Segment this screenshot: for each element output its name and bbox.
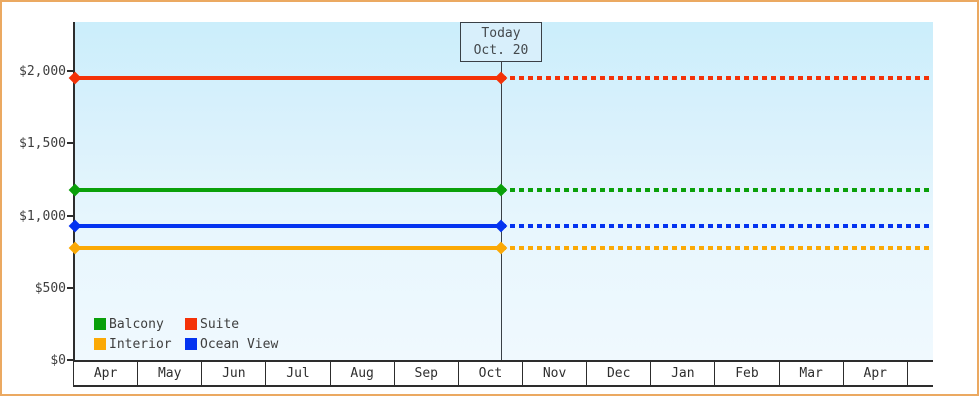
y-tick-label-1000: $1,000 (19, 208, 66, 224)
legend-swatch-suite (185, 318, 197, 330)
series-projection-interior (501, 246, 933, 251)
series-marker-interior-start (68, 241, 82, 255)
today-annotation: Today Oct. 20 (460, 22, 542, 62)
y-tick-mark-2000 (67, 70, 73, 73)
legend: Balcony Suite Interior Ocean View (94, 314, 278, 354)
legend-item-ocean-view: Ocean View (185, 334, 278, 354)
series-marker-balcony-start (68, 183, 82, 197)
series-marker-ocean-view-start (68, 220, 82, 233)
y-tick-mark-1000 (67, 214, 73, 217)
today-vertical-line (501, 62, 502, 360)
x-axis-month-sep-5: Sep (394, 362, 459, 385)
y-tick-mark-500 (67, 286, 73, 289)
x-axis-month-filler (907, 362, 933, 385)
series-line-ocean-view (75, 224, 501, 229)
y-tick-mark-0 (67, 359, 73, 361)
y-tick-label-0: $0 (50, 353, 66, 368)
x-axis-month-apr-0: Apr (74, 362, 139, 385)
legend-swatch-balcony (94, 318, 106, 330)
series-line-balcony (75, 188, 501, 193)
series-line-suite (75, 76, 501, 81)
legend-label-ocean-view: Ocean View (200, 336, 279, 352)
today-annotation-title: Today (481, 26, 521, 41)
series-marker-balcony-today (494, 183, 508, 197)
x-axis-month-oct-6: Oct (458, 362, 523, 385)
series-line-interior (75, 246, 501, 251)
legend-label-interior: Interior (109, 336, 172, 352)
legend-label-balcony: Balcony (109, 316, 164, 332)
y-tick-mark-1500 (67, 142, 73, 145)
x-axis-months: Apr May Jun Jul Aug Sep Oct Nov Dec Jan Feb Mar Apr (73, 360, 933, 387)
today-annotation-date: Oct. 20 (473, 43, 529, 58)
x-axis-month-dec-8: Dec (587, 362, 652, 385)
plot-area: Balcony Suite Interior Ocean View (68, 22, 933, 360)
series-marker-suite-start (68, 71, 82, 85)
legend-item-suite: Suite (185, 314, 278, 334)
x-axis-month-apr-12: Apr (843, 362, 908, 385)
legend-item-interior: Interior (94, 334, 185, 354)
x-axis-month-feb-10: Feb (715, 362, 780, 385)
series-projection-ocean-view (501, 224, 933, 229)
legend-swatch-ocean-view (185, 338, 197, 350)
x-axis-month-may-1: May (138, 362, 203, 385)
x-axis-month-nov-7: Nov (522, 362, 588, 385)
series-projection-suite (501, 76, 933, 81)
series-marker-suite-today (494, 71, 508, 85)
x-axis-month-aug-4: Aug (330, 362, 395, 385)
x-axis-month-jun-2: Jun (202, 362, 267, 385)
series-marker-interior-today (494, 241, 508, 255)
x-axis-month-jul-3: Jul (266, 362, 331, 385)
y-tick-label-500: $500 (34, 280, 66, 296)
x-axis-month-mar-11: Mar (779, 362, 844, 385)
series-projection-balcony (501, 188, 933, 193)
series-marker-ocean-view-today (494, 220, 508, 233)
legend-item-balcony: Balcony (94, 314, 185, 334)
x-axis-month-jan-9: Jan (651, 362, 716, 385)
y-tick-label-2000: $2,000 (19, 64, 66, 80)
y-tick-label-1500: $1,500 (19, 136, 66, 152)
legend-swatch-interior (94, 338, 106, 350)
legend-label-suite: Suite (200, 316, 240, 332)
